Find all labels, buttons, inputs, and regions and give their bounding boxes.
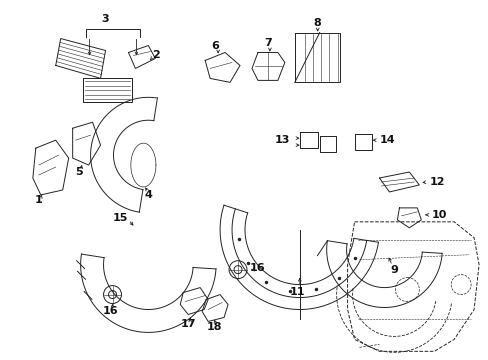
Text: 11: 11: [289, 287, 305, 297]
Text: 4: 4: [144, 190, 152, 200]
Text: 15: 15: [113, 213, 128, 223]
Text: 16: 16: [250, 263, 265, 273]
Text: 2: 2: [152, 50, 160, 60]
Text: 13: 13: [274, 135, 289, 145]
Text: 17: 17: [180, 319, 196, 329]
Text: 9: 9: [390, 265, 398, 275]
Text: 1: 1: [35, 195, 42, 205]
Text: 14: 14: [379, 135, 394, 145]
Text: 8: 8: [313, 18, 321, 28]
Text: 16: 16: [102, 306, 118, 316]
Text: 5: 5: [75, 167, 82, 177]
Text: 10: 10: [430, 210, 446, 220]
Text: 18: 18: [206, 323, 222, 332]
Text: 3: 3: [102, 14, 109, 24]
Text: 6: 6: [211, 41, 219, 50]
Text: 7: 7: [264, 37, 271, 48]
Text: 12: 12: [428, 177, 444, 187]
